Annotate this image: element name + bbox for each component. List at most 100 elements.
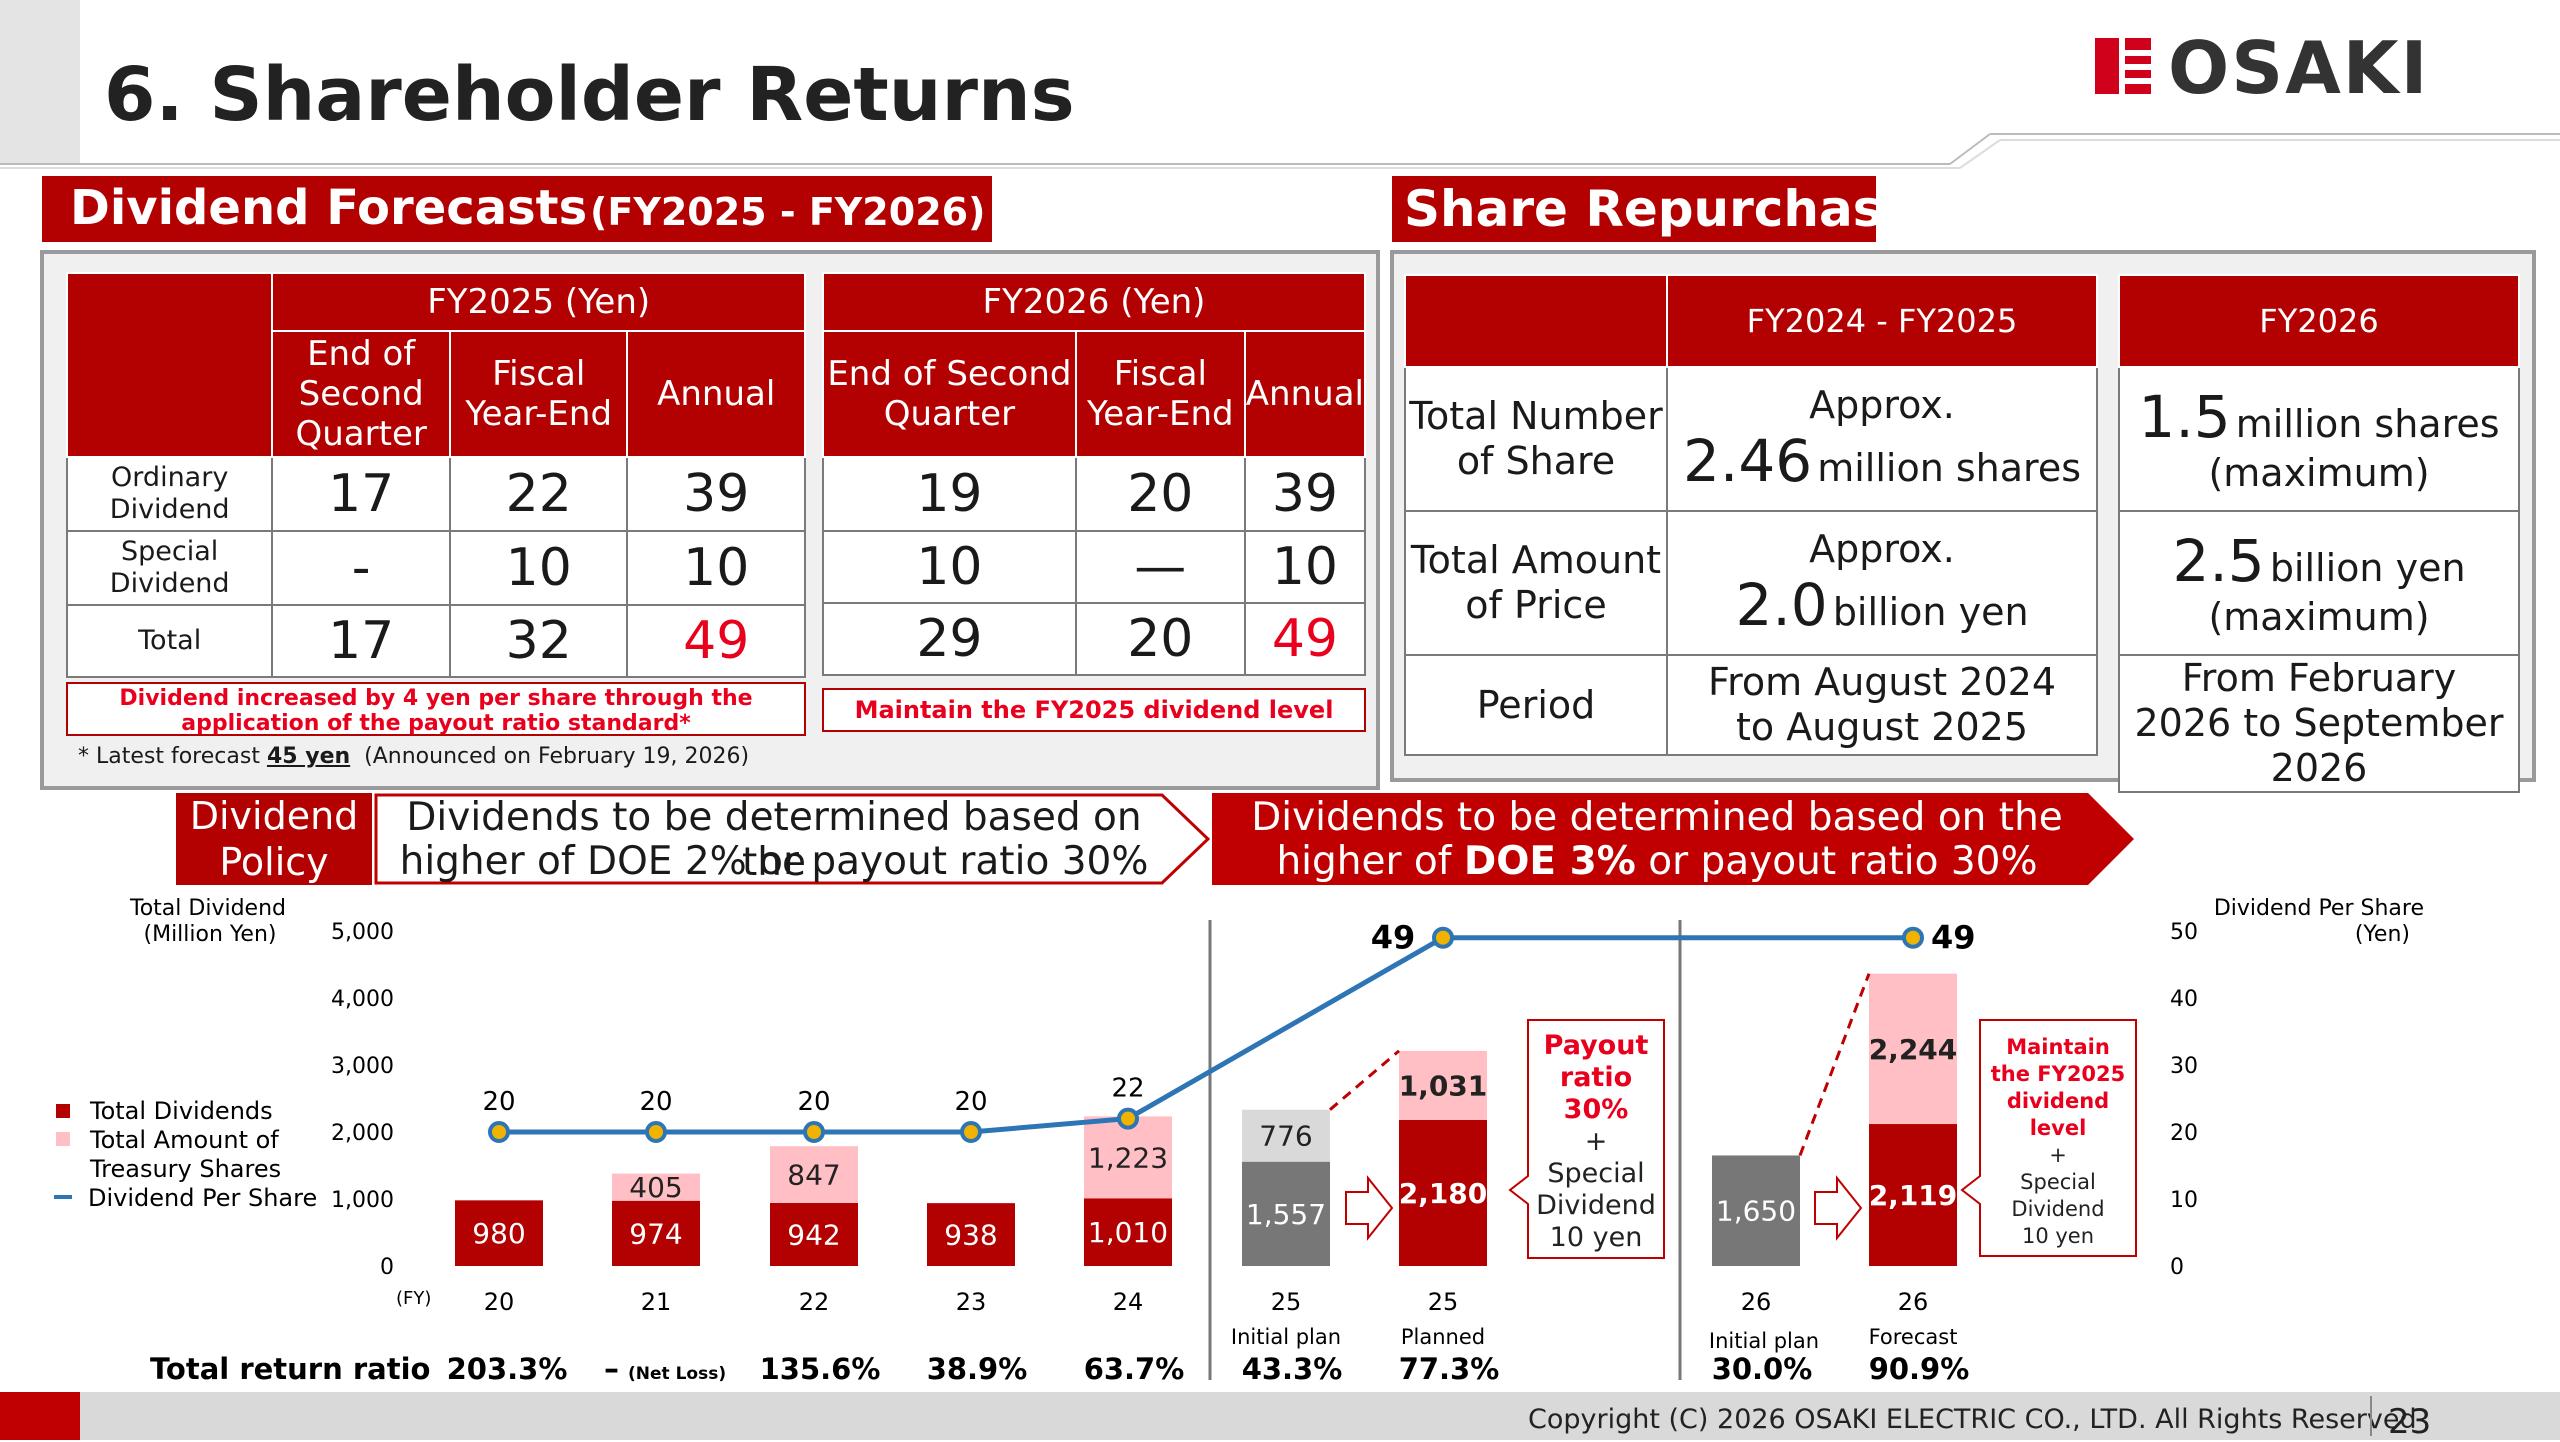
dps-marker <box>960 1121 982 1143</box>
x-tick-sublabel: Initial plan <box>1231 1325 1341 1349</box>
callout-payout-line: Special <box>1547 1158 1644 1189</box>
left-tick-label: 4,000 <box>331 987 394 1012</box>
bar-label-dividends: 974 <box>629 1217 682 1250</box>
shares-unit: million shares <box>1817 446 2082 490</box>
bar-treasury <box>612 1173 700 1201</box>
cell: 29 <box>822 602 1077 676</box>
footnote-pre: * Latest forecast <box>78 744 260 769</box>
col-fy: Fiscal Year-End <box>449 330 629 458</box>
col-fy2024-2025: FY2024 - FY2025 <box>1666 274 2098 368</box>
legend-treasury-swatch <box>56 1132 70 1146</box>
fy2025-note: Dividend increased by 4 yen per share th… <box>66 682 806 736</box>
callout-maintain-line: Special <box>2020 1170 2096 1194</box>
footer-accent <box>0 1392 80 1440</box>
footnote-value: 45 yen <box>266 744 351 769</box>
right-tick-label: 30 <box>2170 1054 2198 1079</box>
col-fy2026: FY2026 <box>2118 274 2520 368</box>
legend-dividends: Total Dividends <box>89 1097 273 1125</box>
bar-label-dividends: 938 <box>944 1219 997 1252</box>
fy2025-note-text: Dividend increased by 4 yen per share th… <box>119 686 753 736</box>
fy2026-note-text: Maintain the FY2025 dividend level <box>854 696 1334 724</box>
bar-label-treasury: 2,244 <box>1869 1033 1958 1066</box>
dps-label: 20 <box>954 1087 987 1117</box>
plan-connector <box>1329 1049 1400 1111</box>
cell: 19 <box>822 456 1077 532</box>
fy2026-dividend-table: FY2026 (Yen) End of Second Quarter Fisca… <box>822 272 1367 676</box>
dividend-forecasts-period: (FY2025 - FY2026) <box>590 190 986 234</box>
shares-unit: million shares <box>2235 402 2500 446</box>
callout-maintain-line: dividend <box>2007 1089 2109 1113</box>
bar-label-treasury: 847 <box>787 1159 840 1192</box>
dps-marker <box>1432 926 1454 949</box>
total-return-label: Total return ratio <box>150 1352 430 1386</box>
row-ordinary-label: Ordinary Dividend <box>65 456 274 532</box>
cell: 39 <box>626 456 806 532</box>
cell: — <box>1074 530 1246 604</box>
legend-dps: Dividend Per Share <box>88 1184 317 1212</box>
plan-connector <box>1798 973 1871 1156</box>
right-axis-title: Dividend Per Share <box>2214 896 2424 921</box>
x-tick-label: 24 <box>1113 1288 1144 1316</box>
bar-label-dividends: 1,010 <box>1088 1216 1168 1249</box>
cell: 17 <box>271 604 452 678</box>
header-divider <box>0 133 2560 169</box>
right-tick-label: 50 <box>2170 920 2198 945</box>
left-tick-label: 2,000 <box>331 1121 394 1146</box>
cell: 17 <box>271 456 452 532</box>
dps-marker <box>1902 926 1924 949</box>
callout-payout-line: + <box>1585 1126 1608 1157</box>
policy-current-line1: Dividends to be determined based on the <box>406 795 1142 885</box>
amount-unit: billion yen <box>1832 590 2029 634</box>
total-return-ratio: – <box>604 1352 619 1387</box>
total-return-ratio: 43.3% <box>1242 1352 1343 1386</box>
total-return-note: (Net Loss) <box>628 1364 726 1384</box>
right-tick-label: 0 <box>2170 1255 2184 1280</box>
bar-label-dividends: 2,180 <box>1399 1177 1488 1210</box>
policy-current: Dividends to be determined based on the … <box>374 793 1174 885</box>
total-return-ratio: 77.3% <box>1399 1352 1500 1386</box>
maximum-label: (maximum) <box>2208 595 2430 639</box>
x-tick-label: 21 <box>641 1288 672 1316</box>
shares-value: 2.46 <box>1682 427 1813 495</box>
cell-period-a: From August 2024 to August 2025 <box>1666 654 2098 756</box>
page-number-separator <box>2370 1396 2372 1436</box>
row-period-label: Period <box>1404 654 1668 756</box>
dps-marker <box>1117 1107 1139 1130</box>
callout-maintain-line: Maintain <box>2006 1035 2110 1059</box>
right-tick-label: 40 <box>2170 987 2198 1012</box>
bar-treasury <box>1084 1116 1172 1199</box>
total-return-ratio: 38.9% <box>927 1352 1028 1386</box>
left-tick-label: 1,000 <box>331 1188 394 1213</box>
bar-total-dividends <box>1242 1161 1330 1266</box>
cell-amount-b: 2.5 billion yen (maximum) <box>2118 510 2520 656</box>
dps-line <box>499 935 1913 1135</box>
footnote: * Latest forecast 45 yen (Announced on F… <box>78 744 749 769</box>
left-axis-unit: (Million Yen) <box>144 922 277 947</box>
legend-treasury-line1: Total Amount of <box>89 1126 279 1154</box>
left-tick-label: 0 <box>380 1255 394 1280</box>
col-q2: End of Second Quarter <box>822 330 1077 458</box>
bar-total-dividends <box>1869 1124 1957 1266</box>
row-special-label: Special Dividend <box>65 530 274 606</box>
x-tick-label: 25 <box>1428 1288 1459 1316</box>
fy-label: (FY) <box>396 1288 431 1309</box>
row-shares-label: Total Number of Share <box>1404 366 1668 512</box>
fy2026-header: FY2026 (Yen) <box>822 272 1366 332</box>
x-tick-sublabel: Planned <box>1401 1325 1485 1349</box>
cell: 10 <box>822 530 1077 604</box>
callout-payout-box <box>1508 1019 1665 1259</box>
bar-label-treasury: 1,031 <box>1399 1069 1488 1102</box>
fy2025-dividend-table: FY2025 (Yen) End of Second Quarter Fisca… <box>65 272 806 678</box>
policy-current-line2: higher of DOE 2% or payout ratio 30% <box>399 839 1149 884</box>
cell-total-annual: 49 <box>626 604 806 678</box>
bar-total-dividends <box>612 1200 700 1266</box>
callout-maintain-line: level <box>2030 1116 2087 1140</box>
approx-label: Approx. <box>1809 527 1955 571</box>
dividend-forecasts-heading: Dividend Forecasts (FY2025 - FY2026) <box>42 176 992 242</box>
dps-label: 49 <box>1371 919 1416 957</box>
x-tick-sublabel: Initial plan <box>1709 1329 1819 1353</box>
bar-total-dividends <box>1712 1155 1800 1266</box>
bar-treasury <box>1242 1109 1330 1162</box>
col-annual: Annual <box>1243 330 1367 458</box>
policy-new-post: or payout ratio 30% <box>1635 839 2038 884</box>
